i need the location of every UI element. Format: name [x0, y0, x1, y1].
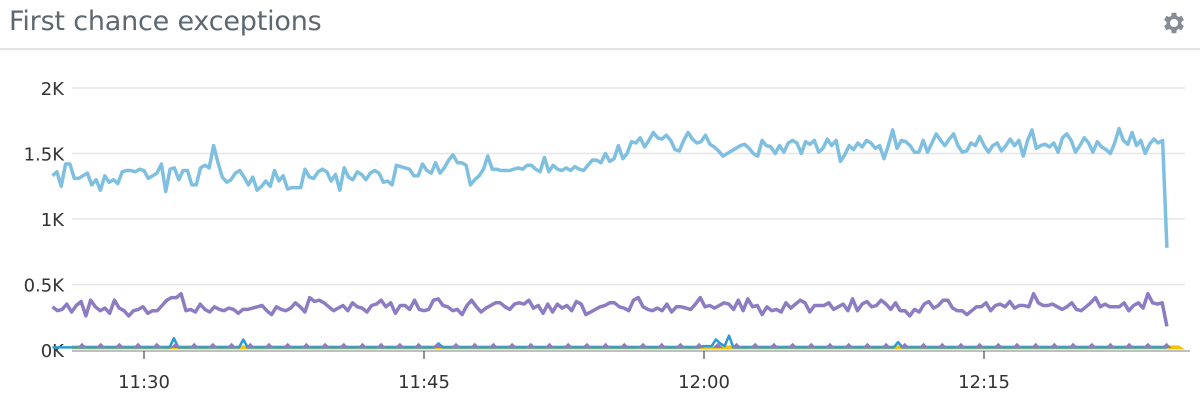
- chart-gridlines: [72, 87, 1185, 286]
- y-tick-label: 2K: [41, 79, 65, 100]
- x-tick-label: 12:15: [958, 372, 1010, 393]
- y-tick-label: 1.5K: [24, 145, 66, 166]
- x-tick-label: 11:45: [398, 372, 450, 393]
- series-purple-baseline: [77, 342, 1172, 349]
- y-tick-label: 1K: [41, 210, 65, 231]
- y-tick-label: 0.5K: [24, 276, 66, 297]
- y-tick-label: 0K: [41, 341, 65, 362]
- gear-icon[interactable]: [1160, 9, 1188, 37]
- x-tick-label: 12:00: [678, 372, 730, 393]
- line-chart[interactable]: 0K 0.5K 1K 1.5K 2K 11:30 11:45 12:00 12:15: [0, 50, 1200, 401]
- series-light-blue: [51, 126, 1169, 248]
- widget-header: First chance exceptions: [0, 0, 1200, 50]
- x-tick-label: 11:30: [118, 372, 170, 393]
- x-axis: 11:30 11:45 12:00 12:15: [72, 350, 1190, 393]
- series-purple: [51, 291, 1169, 327]
- y-axis: 0K 0.5K 1K 1.5K 2K: [24, 79, 66, 362]
- widget-title: First chance exceptions: [9, 6, 322, 37]
- chart-series: [51, 126, 1185, 350]
